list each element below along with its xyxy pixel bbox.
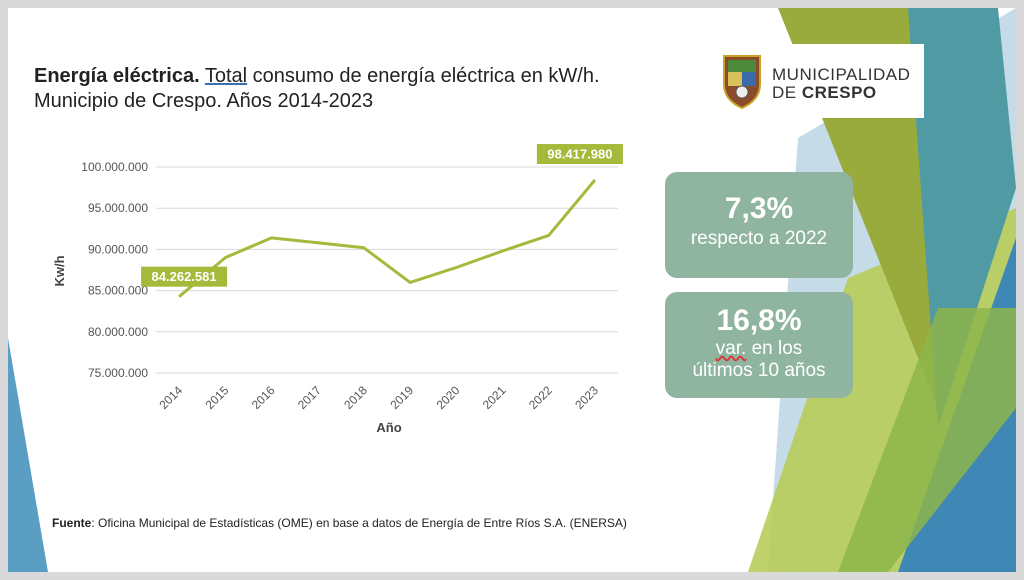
y-tick-label: 100.000.000 (81, 160, 148, 174)
grid (156, 166, 618, 374)
x-tick-label: 2018 (341, 383, 370, 412)
kpi-decade-caption-line2: últimos 10 años (692, 360, 826, 381)
crest-icon (723, 55, 761, 110)
slide-title: Energía eléctrica. Total consumo de ener… (34, 64, 714, 114)
kpi-decade-caption-rest: en los (746, 338, 803, 359)
slide: Energía eléctrica. Total consumo de ener… (8, 8, 1016, 572)
source-text: : Oficina Municipal de Estadísticas (OME… (91, 516, 627, 530)
x-axis-label: Año (376, 420, 401, 435)
x-tick-label: 2015 (203, 383, 232, 412)
source-note: Fuente: Oficina Municipal de Estadística… (52, 516, 627, 530)
logo-line2-bold: CRESPO (801, 83, 877, 102)
data-label: 84.262.581 (152, 269, 217, 284)
logo-text: MUNICIPALIDAD DE CRESPO (772, 66, 910, 102)
logo-line2-prefix: DE (772, 83, 802, 102)
y-tick-label: 95.000.000 (88, 201, 148, 215)
kpi-annual-caption: respecto a 2022 (690, 228, 828, 249)
data-label-box (141, 266, 228, 287)
y-tick-label: 80.000.000 (88, 325, 148, 339)
y-ticks: 75.000.000 80.000.000 85.000.000 90.000.000… (81, 160, 148, 380)
title-underlined: Total (204, 65, 248, 87)
deco-blue-left (8, 338, 48, 572)
x-tick-label: 2021 (480, 383, 509, 412)
y-tick-label: 85.000.000 (88, 284, 148, 298)
series-line (178, 179, 597, 298)
kpi-decade-caption: var. en los últimos 10 años (665, 338, 853, 382)
kpi-annual-value: 7,3% (724, 192, 794, 225)
x-ticks: 2014 2015 2016 2017 2018 2019 2020 2021 2022 2023 (156, 383, 601, 412)
title-rest: consumo de energía eléctrica en kW/h. (247, 65, 600, 87)
data-label: 98.417.980 (547, 147, 612, 162)
deco-green-bottom (838, 308, 1016, 572)
data-label-box (536, 144, 623, 165)
x-tick-label: 2022 (526, 383, 555, 412)
logo: MUNICIPALIDAD DE CRESPO (706, 44, 924, 118)
kpi-decade-value: 16,8% (716, 304, 802, 337)
y-tick-label: 90.000.000 (88, 242, 148, 256)
line-chart: 75.000.000 80.000.000 85.000.000 90.000.000… (52, 144, 623, 435)
y-axis-label: Kw/h (52, 255, 67, 286)
x-tick-label: 2014 (156, 383, 185, 412)
kpi-card-decade: 16,8% var. en los últimos 10 años (665, 292, 853, 398)
y-tick-label: 75.000.000 (88, 366, 148, 380)
kpi-card-annual: 7,3% respecto a 2022 (665, 172, 853, 278)
logo-line1: MUNICIPALIDAD (772, 65, 911, 84)
x-tick-label: 2020 (434, 383, 463, 412)
source-label: Fuente (52, 516, 92, 530)
x-tick-label: 2017 (295, 383, 324, 412)
kpi-decade-caption-abbrev: var. (715, 338, 747, 359)
data-labels: 84.262.581 98.417.980 (141, 144, 623, 287)
title-line2: Municipio de Crespo. Años 2014-2023 (34, 90, 374, 112)
x-tick-label: 2023 (572, 383, 601, 412)
x-tick-label: 2019 (387, 383, 416, 412)
title-bold: Energía eléctrica. (34, 65, 200, 87)
x-tick-label: 2016 (249, 383, 278, 412)
